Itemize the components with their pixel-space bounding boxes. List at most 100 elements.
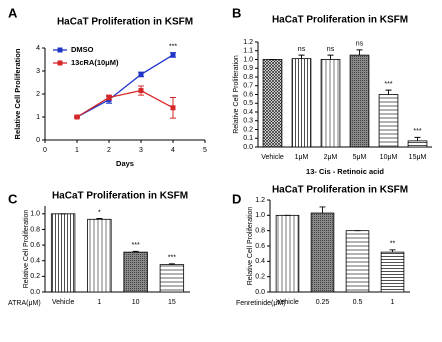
- bar: [262, 59, 283, 148]
- y-tick-label: 1: [36, 114, 40, 121]
- y-axis-label: Relative Cell Proliferation: [233, 55, 240, 134]
- annotation: ns: [298, 46, 306, 53]
- x-tick-label: 15μM: [409, 154, 427, 161]
- series-line: [76, 54, 174, 118]
- y-tick-label: 3: [36, 68, 40, 75]
- error-bar: [385, 89, 392, 95]
- y-tick-label: 0.0: [255, 289, 265, 296]
- bar: [291, 58, 312, 148]
- error-bar: [356, 49, 363, 56]
- y-tick-label: 0.0: [243, 144, 253, 151]
- y-tick-label: 1.2: [255, 197, 265, 204]
- y-tick-label: 0.6: [255, 243, 265, 250]
- legend-marker: [57, 60, 63, 66]
- y-tick-label: 0.6: [243, 91, 253, 98]
- y-tick-label: 0.8: [30, 226, 40, 233]
- x-tick-label: Vehicle: [276, 299, 299, 306]
- panel-label: C: [8, 191, 18, 206]
- marker: [106, 94, 112, 100]
- x-tick-label: 4: [171, 147, 175, 154]
- x-tick-label: 15: [168, 299, 176, 306]
- y-tick-label: 2: [36, 91, 40, 98]
- legend-marker: [57, 47, 63, 53]
- legend-label: DMSO: [71, 45, 94, 54]
- annotation: ***: [168, 255, 176, 262]
- annotation: **: [390, 241, 396, 248]
- x-tick-label: 2μM: [324, 154, 338, 161]
- bar: [87, 218, 112, 293]
- y-tick-label: 4: [36, 45, 40, 52]
- bar: [349, 54, 370, 148]
- annotation: *: [98, 209, 101, 216]
- error-bar: [96, 218, 103, 220]
- bar: [310, 212, 335, 293]
- y-tick-label: 0.9: [243, 65, 253, 72]
- bar: [407, 140, 428, 148]
- y-axis-label: Relative Cell Proliferation: [23, 210, 30, 289]
- y-tick-label: 0.2: [243, 126, 253, 133]
- annotation: ***: [384, 81, 392, 88]
- legend-label: 13cRA(10μM): [71, 58, 119, 67]
- x-tick-label: 0.25: [316, 299, 330, 306]
- error-bar: [168, 263, 175, 265]
- y-tick-label: 0.0: [30, 289, 40, 296]
- y-tick-label: 1.1: [243, 48, 253, 55]
- x-tick-label: 5μM: [353, 154, 367, 161]
- marker: [170, 105, 176, 111]
- series-line: [76, 89, 174, 118]
- error-bar: [319, 206, 326, 214]
- x-tick-label: 0: [43, 147, 47, 154]
- error-bar: [298, 54, 305, 59]
- bar: [345, 230, 370, 293]
- annotation: ns: [356, 41, 364, 48]
- x-tick-label: 1: [97, 299, 101, 306]
- bar: [320, 59, 341, 148]
- annotation: ***: [413, 128, 421, 135]
- marker: [138, 71, 144, 77]
- chart-title: HaCaT Proliferation in KSFM: [272, 185, 408, 196]
- x-tick-label: 1: [75, 147, 79, 154]
- x-tick-label: 10: [132, 299, 140, 306]
- y-tick-label: 0.2: [30, 273, 40, 280]
- y-tick-label: 0.4: [243, 109, 253, 116]
- y-tick-label: 1.2: [243, 39, 253, 46]
- y-tick-label: 0.5: [243, 100, 253, 107]
- y-axis-label: Relative Cell Proliferation: [247, 207, 254, 286]
- y-tick-label: 0.2: [255, 274, 265, 281]
- x-axis-label: ATRA(μM): [8, 300, 41, 307]
- bar: [378, 94, 399, 148]
- x-tick-label: 1μM: [295, 154, 309, 161]
- error-bar: [327, 54, 334, 60]
- panel-label: B: [232, 5, 241, 20]
- x-tick-label: 2: [107, 147, 111, 154]
- y-axis-label: Relative Cell Proliferation: [13, 48, 22, 139]
- x-tick-label: 10μM: [380, 154, 398, 161]
- chart-title: HaCaT Proliferation in KSFM: [52, 191, 188, 202]
- y-tick-label: 1.0: [30, 211, 40, 218]
- y-tick-label: 0.7: [243, 83, 253, 90]
- y-tick-label: 0.3: [243, 118, 253, 125]
- x-tick-label: Vehicle: [52, 299, 75, 306]
- x-tick-label: Vehicle: [261, 154, 284, 161]
- x-tick-label: 3: [139, 147, 143, 154]
- marker: [74, 114, 80, 120]
- bar: [123, 251, 148, 293]
- bar: [380, 251, 405, 293]
- y-tick-label: 1.0: [243, 56, 253, 63]
- y-tick-label: 0.8: [243, 74, 253, 81]
- x-axis-label: 13- Cis - Retinoic acid: [306, 167, 384, 176]
- bar: [159, 264, 185, 293]
- bar: [50, 213, 76, 293]
- error-bar: [132, 250, 139, 253]
- x-axis-label: Days: [116, 159, 134, 168]
- x-axis-label: Fenretinide(μM): [236, 300, 286, 307]
- x-tick-label: 1: [391, 299, 395, 306]
- annotation: ***: [132, 242, 140, 249]
- bar: [275, 214, 300, 293]
- error-bar: [389, 249, 396, 253]
- y-tick-label: 0: [36, 137, 40, 144]
- marker: [138, 88, 144, 94]
- error-bar: [414, 136, 421, 141]
- y-tick-label: 1.0: [255, 212, 265, 219]
